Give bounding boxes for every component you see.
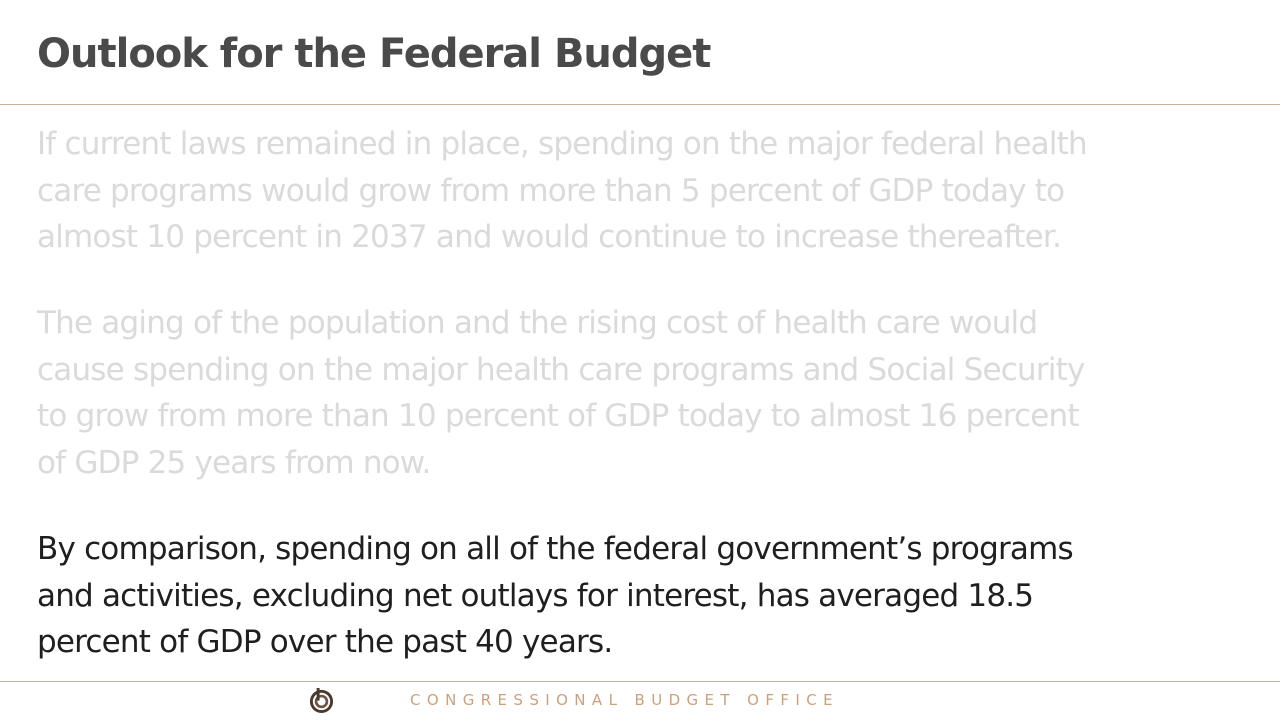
paragraph-comparison: By comparison, spending on all of the fe… <box>37 531 1074 660</box>
cbo-logo-icon <box>309 687 334 714</box>
title-divider <box>0 104 1280 105</box>
slide-title: Outlook for the Federal Budget <box>37 31 711 77</box>
paragraph-health-programs: If current laws remained in place, spend… <box>37 126 1088 255</box>
paragraph-aging-population: The aging of the population and the risi… <box>37 305 1085 481</box>
footer-divider <box>0 681 1280 682</box>
footer-organization-name: CONGRESSIONAL BUDGET OFFICE <box>410 691 839 709</box>
